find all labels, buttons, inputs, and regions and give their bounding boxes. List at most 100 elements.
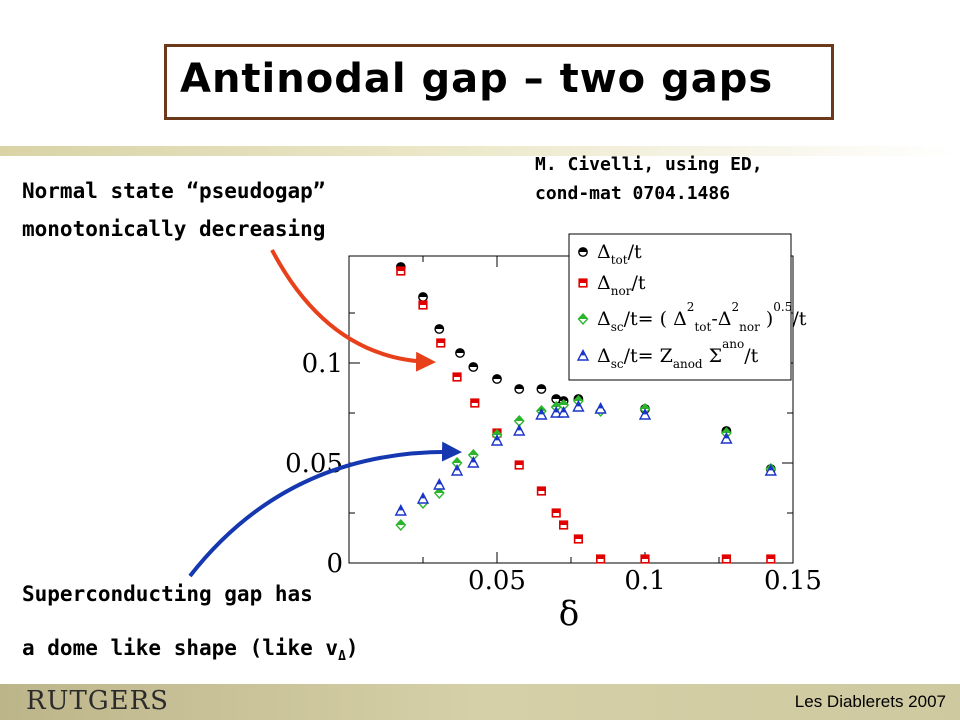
point-tot-fill xyxy=(435,324,444,329)
point-tot-fill xyxy=(515,384,524,389)
point-sc2-fill xyxy=(642,409,648,415)
x-tick-label: 0.05 xyxy=(468,566,526,596)
point-tot-fill xyxy=(559,396,568,401)
point-sc1-fill xyxy=(468,450,478,455)
point-tot-fill xyxy=(455,348,465,353)
legend-subscript: nor xyxy=(739,320,760,334)
point-nor-fill xyxy=(767,555,775,559)
legend-text: /t xyxy=(792,308,806,330)
point-tot-fill xyxy=(552,394,561,399)
series-sc2 xyxy=(394,399,777,516)
legend-subscript: tot xyxy=(611,253,628,267)
citation-line-2: cond-mat 0704.1486 xyxy=(535,183,731,204)
point-sc1-fill xyxy=(492,430,502,435)
legend-superscript: 2 xyxy=(731,300,739,314)
point-sc2-fill xyxy=(598,403,604,409)
sc-gap-annotation-text: a dome like shape (like v xyxy=(22,636,339,660)
point-sc2-fill xyxy=(436,479,442,485)
legend-label-tot: Δtot/t xyxy=(597,241,642,267)
legend-superscript: ano xyxy=(722,337,744,351)
point-nor-fill xyxy=(419,301,427,305)
point-sc2-fill xyxy=(553,407,559,413)
point-sc1-fill xyxy=(640,404,650,409)
conference-label: Les Diablerets 2007 xyxy=(794,692,946,711)
sc-gap-arrow xyxy=(188,441,462,578)
x-axis-label: δ xyxy=(559,594,579,634)
legend-label-sc2: Δsc/t= Zanod Σano/t xyxy=(597,337,759,371)
legend-symbol: Δ xyxy=(597,345,611,367)
point-sc1-fill xyxy=(396,520,406,525)
y-tick-label: 0 xyxy=(326,549,343,579)
plot-axes: 0.05 0.1 0.15 0 0.05 0.1 δ xyxy=(285,255,822,634)
point-tot-fill xyxy=(469,362,478,367)
point-sc1-fill xyxy=(573,396,583,401)
x-tick-label: 0.15 xyxy=(764,566,822,596)
pseudogap-annotation-line-1: Normal state “pseudogap” xyxy=(22,179,326,203)
rutgers-logo: RUTGERS xyxy=(26,686,169,716)
pseudogap-annotation-line-2: monotonically decreasing xyxy=(22,217,326,241)
citation-line-1: M. Civelli, using ED, xyxy=(535,154,763,175)
point-tot-fill xyxy=(418,292,428,297)
legend-text: ) xyxy=(760,308,773,330)
sc-gap-annotation-line-1: Superconducting gap has xyxy=(22,582,313,606)
point-tot-fill xyxy=(537,384,546,389)
point-nor-fill xyxy=(471,399,479,403)
point-sc2-fill xyxy=(561,407,567,413)
point-sc2-fill xyxy=(398,505,404,511)
sc-gap-annotation-subscript: Δ xyxy=(338,649,346,665)
point-sc1-fill xyxy=(434,488,444,493)
point-nor-fill xyxy=(596,555,605,559)
legend-marker-sc2-fill xyxy=(580,350,586,356)
legend-marker-tot-fill xyxy=(578,247,588,252)
pseudogap-annotation: Normal state “pseudogap” monotonically d… xyxy=(22,172,325,248)
point-sc1-fill xyxy=(721,428,731,433)
point-nor-fill xyxy=(641,555,649,559)
legend-superscript: 0.5 xyxy=(773,300,792,314)
point-nor-fill xyxy=(552,509,560,513)
point-sc2-fill xyxy=(420,493,426,499)
x-tick-label: 0.1 xyxy=(624,566,665,596)
point-nor-fill xyxy=(559,521,568,525)
point-sc2-fill xyxy=(494,435,500,441)
legend-subscript: sc xyxy=(611,320,624,334)
legend-box xyxy=(568,233,792,381)
sc-gap-annotation-line-2: a dome like shape (like vΔ) xyxy=(22,636,359,664)
point-sc2-fill xyxy=(575,401,581,407)
point-sc2-fill xyxy=(516,425,522,431)
series-nor xyxy=(396,266,776,564)
point-sc1-fill xyxy=(559,400,569,405)
pseudogap-arrow xyxy=(270,249,436,372)
point-sc2-fill xyxy=(470,457,476,463)
point-nor-fill xyxy=(453,373,461,377)
point-sc2-fill xyxy=(538,409,544,415)
legend-subscript: nor xyxy=(611,284,632,298)
legend-symbol: Δ xyxy=(597,241,611,263)
point-sc1-fill xyxy=(514,416,524,421)
point-nor-fill xyxy=(397,267,405,271)
sc-gap-annotation-close: ) xyxy=(345,636,359,660)
point-nor-fill xyxy=(722,555,731,559)
legend-label-nor: Δnor/t xyxy=(597,272,646,298)
series-sc1 xyxy=(395,394,777,532)
legend-subscript: tot xyxy=(694,320,711,334)
point-sc2-fill xyxy=(723,433,729,439)
point-sc2-fill xyxy=(768,465,774,471)
legend-symbol: Δ xyxy=(597,272,611,294)
legend-symbol: Δ xyxy=(597,308,611,330)
citation: M. Civelli, using ED, cond-mat 0704.1486 xyxy=(535,150,763,208)
legend-subscript: anod xyxy=(673,357,703,371)
legend-text: -Δ xyxy=(711,308,731,330)
point-sc1-fill xyxy=(551,402,561,407)
footer-bar xyxy=(0,684,960,720)
legend-text: /t= Z xyxy=(624,345,673,367)
legend-text: /t= ( Δ xyxy=(624,308,687,330)
title-frame xyxy=(164,44,834,120)
point-nor-fill xyxy=(436,339,445,343)
legend-text: /t xyxy=(628,241,642,263)
point-sc2-fill xyxy=(454,465,460,471)
legend-superscript: 2 xyxy=(687,300,695,314)
legend-marker-nor-fill xyxy=(579,279,587,283)
y-tick-label: 0.1 xyxy=(302,349,343,379)
